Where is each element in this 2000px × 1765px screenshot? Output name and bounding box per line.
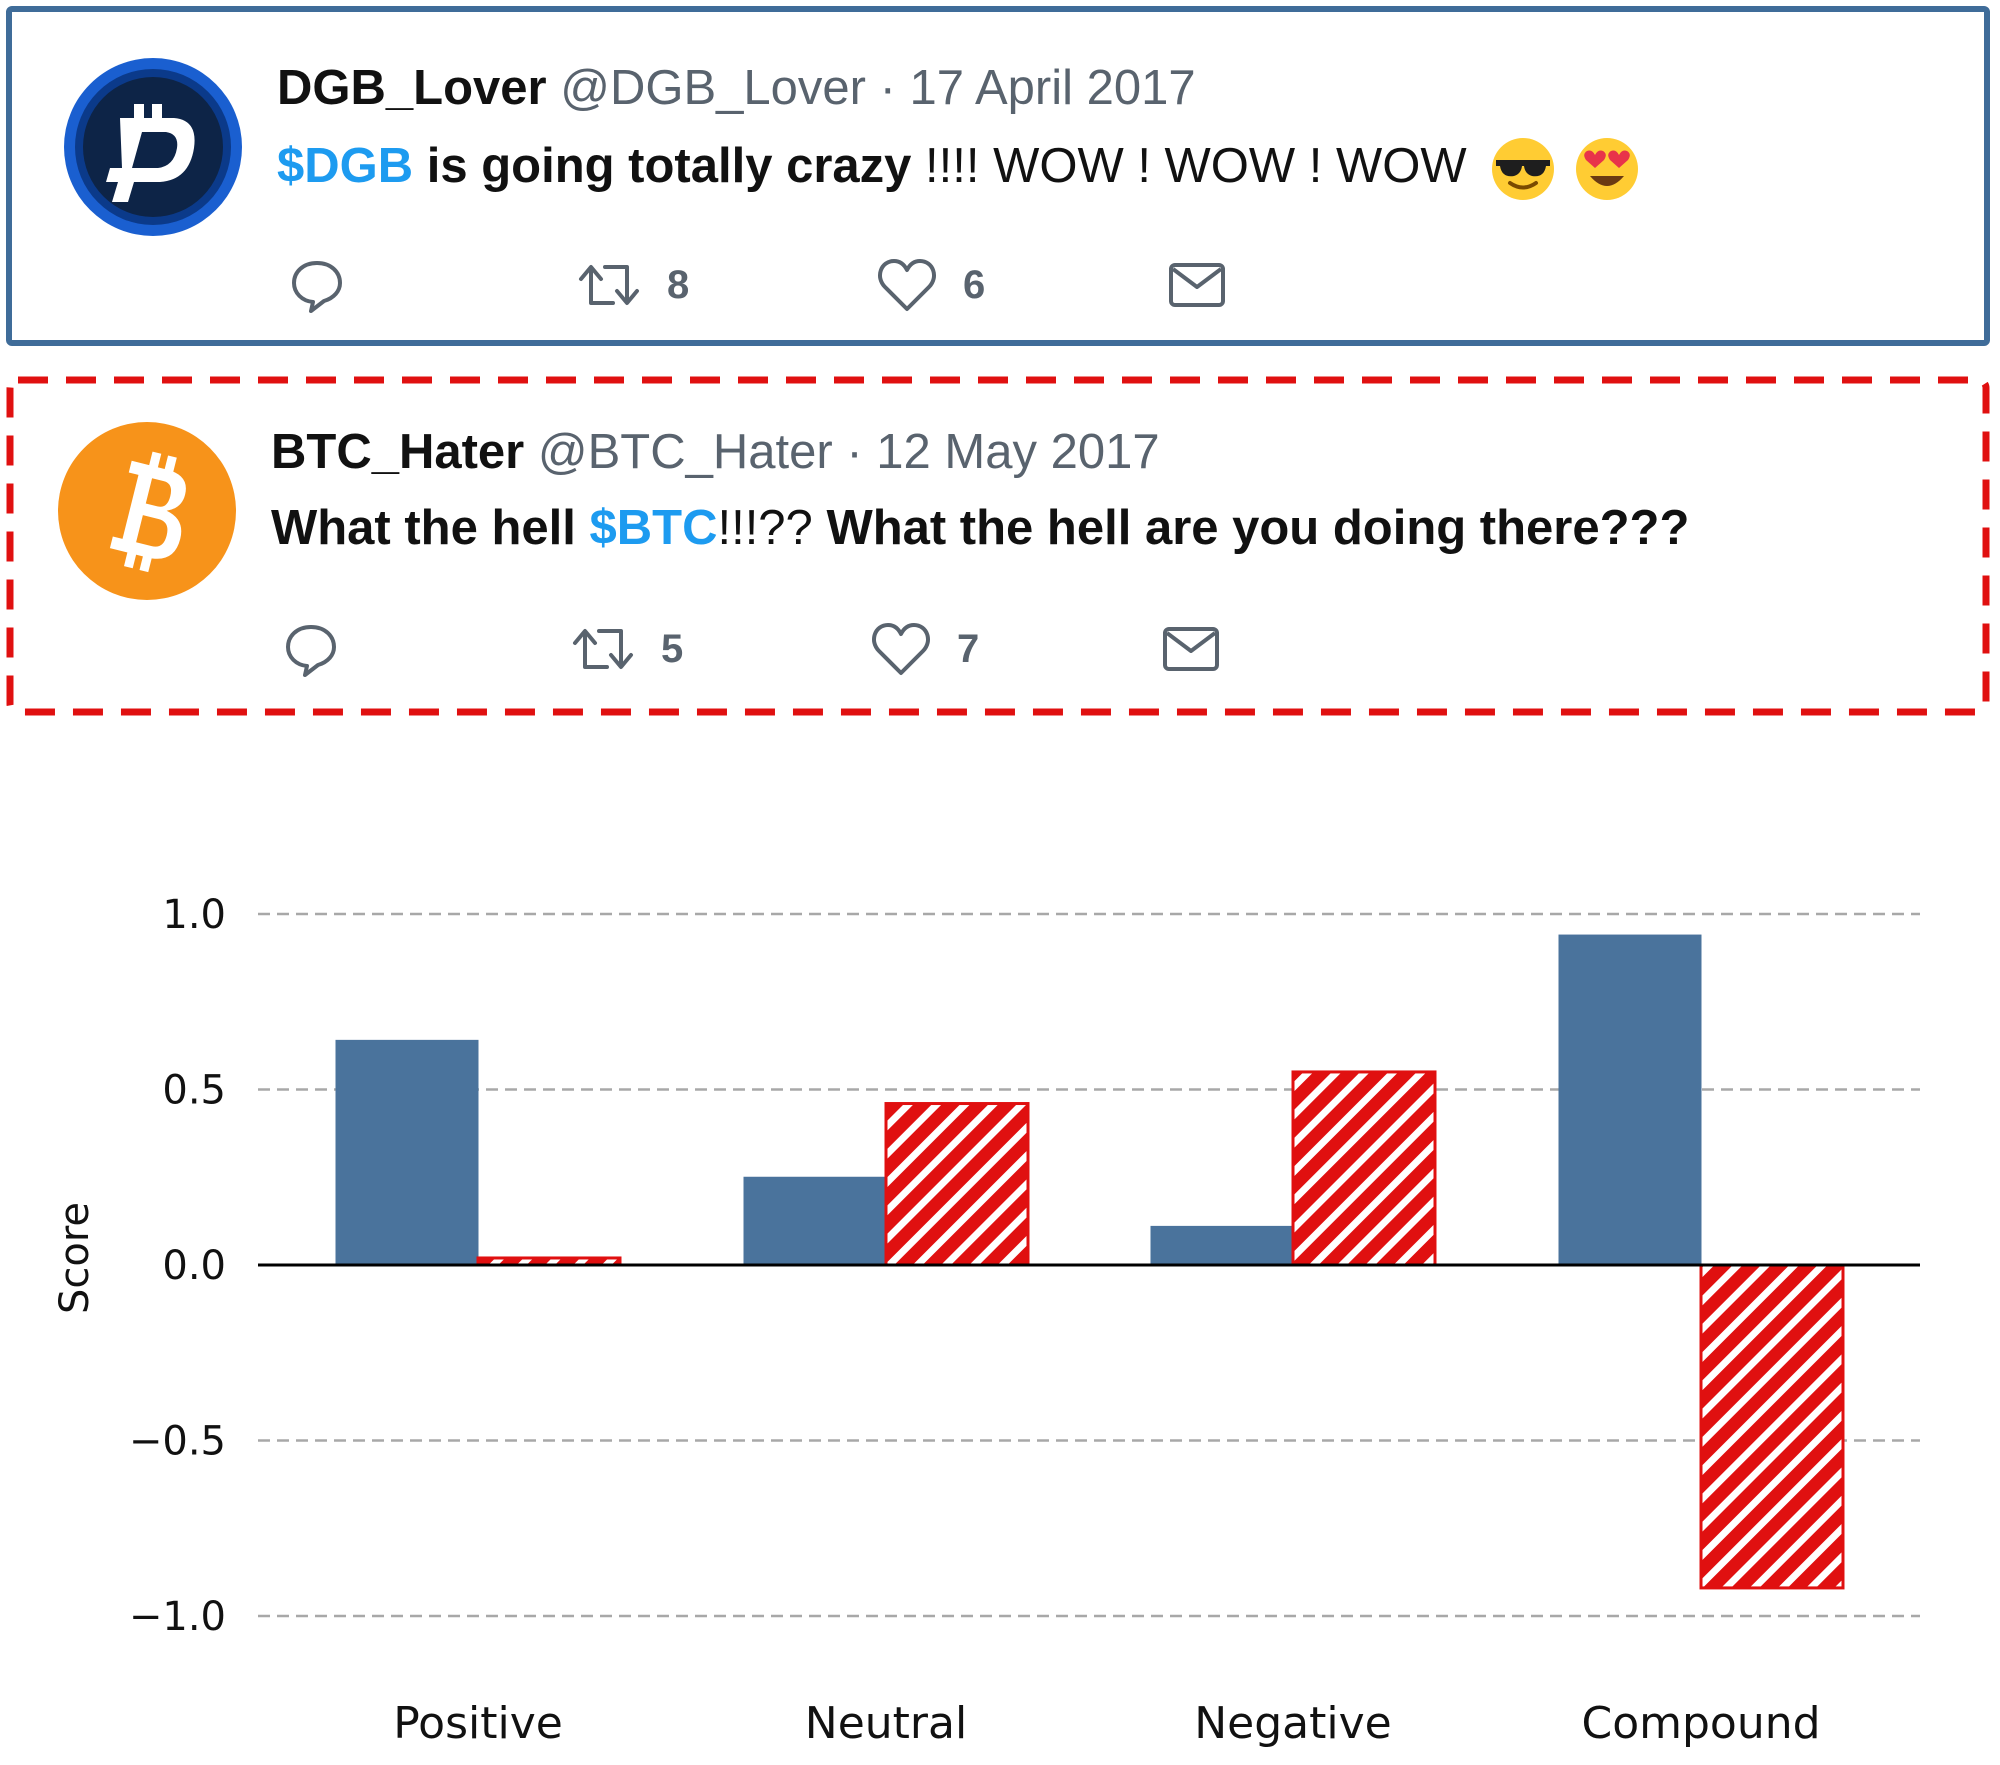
- tweet-actions: 5 7: [271, 614, 1271, 684]
- x-tick-label: Negative: [1194, 1698, 1391, 1749]
- retweet-count: 5: [661, 626, 684, 671]
- like-count: 6: [963, 262, 986, 307]
- envelope-icon: [1169, 263, 1225, 307]
- tweet-text: $DGB is going totally crazy !!!! WOW ! W…: [277, 136, 1640, 202]
- reply-icon: [286, 625, 336, 677]
- bar-neutral-series2: [884, 1102, 1030, 1267]
- reply-button[interactable]: [283, 614, 339, 684]
- retweet-icon: [573, 629, 633, 669]
- bar-compound-series1: [1558, 934, 1702, 1266]
- reply-button[interactable]: [289, 250, 345, 320]
- tweet-header: DGB_Lover @DGB_Lover · 17 April 2017: [277, 60, 1196, 116]
- bar-negative-series2: [1291, 1070, 1437, 1267]
- retweet-button[interactable]: 5: [571, 614, 683, 684]
- message-button[interactable]: [1167, 250, 1227, 320]
- like-count: 7: [957, 626, 980, 671]
- tweet-text-bold: is going totally crazy: [413, 138, 912, 193]
- tweet-text-plain: !!!! WOW ! WOW ! WOW: [911, 138, 1467, 193]
- retweet-button[interactable]: 8: [577, 250, 689, 320]
- envelope-icon: [1163, 627, 1219, 671]
- y-tick-label: 0.0: [162, 1243, 226, 1289]
- dashed-border: [6, 376, 1990, 716]
- y-tick-label: 1.0: [162, 892, 226, 938]
- digibyte-avatar-icon[interactable]: [62, 56, 244, 238]
- y-tick-label: −1.0: [129, 1594, 226, 1640]
- message-button[interactable]: [1161, 614, 1221, 684]
- heart-icon: [878, 259, 936, 311]
- y-axis-label: Score: [52, 1202, 98, 1314]
- bar-positive-series1: [335, 1039, 479, 1266]
- y-tick-label: −0.5: [129, 1419, 226, 1465]
- bars: [335, 934, 1845, 1590]
- heart-eyes-emoji-icon: [1575, 138, 1638, 200]
- user-name[interactable]: DGB_Lover: [277, 61, 547, 115]
- like-button[interactable]: 7: [871, 614, 979, 684]
- tweet-header: BTC_Hater @BTC_Hater · 12 May 2017: [271, 424, 1160, 480]
- bar-compound-series2: [1699, 1263, 1845, 1590]
- bar-negative-series1: [1150, 1225, 1294, 1266]
- x-tick-label: Neutral: [805, 1698, 967, 1749]
- tweet-text-bold-2: What the hell are you doing there???: [812, 501, 1690, 555]
- user-name[interactable]: BTC_Hater: [271, 425, 525, 479]
- bitcoin-avatar-icon[interactable]: [56, 420, 238, 602]
- y-tick-label: 0.5: [162, 1068, 226, 1114]
- tweet-date[interactable]: 17 April 2017: [909, 61, 1196, 115]
- tweet-card-dgb[interactable]: DGB_Lover @DGB_Lover · 17 April 2017 $DG…: [6, 6, 1990, 346]
- retweet-icon: [579, 265, 639, 305]
- heart-icon: [872, 623, 930, 675]
- tweet-actions: 8 6: [277, 250, 1277, 320]
- cashtag-link[interactable]: $BTC: [589, 501, 718, 555]
- separator: ·: [846, 425, 863, 479]
- tweet-text-plain: !!!??: [717, 501, 813, 555]
- cashtag-link[interactable]: $DGB: [277, 138, 414, 193]
- tweet-text: What the hell $BTC!!!?? What the hell ar…: [271, 500, 1689, 556]
- reply-icon: [292, 261, 342, 313]
- bar-neutral-series1: [743, 1176, 887, 1266]
- x-tick-label: Compound: [1581, 1698, 1820, 1749]
- sentiment-bar-chart: 1.0 0.5 0.0 −0.5 −1.0 Positive Neutral Negative…: [52, 892, 1920, 1749]
- x-tick-label: Positive: [393, 1698, 563, 1749]
- retweet-count: 8: [667, 262, 690, 307]
- user-handle[interactable]: @DGB_Lover: [560, 61, 866, 115]
- sunglasses-emoji-icon: [1492, 138, 1555, 200]
- like-button[interactable]: 6: [877, 250, 985, 320]
- tweet-card-btc[interactable]: BTC_Hater @BTC_Hater · 12 May 2017 What …: [6, 376, 1990, 716]
- user-handle[interactable]: @BTC_Hater: [537, 425, 833, 479]
- axes: 1.0 0.5 0.0 −0.5 −1.0 Positive Neutral Negative…: [129, 892, 1920, 1749]
- tweet-text-bold: What the hell: [271, 501, 590, 555]
- separator: ·: [879, 61, 896, 115]
- grid-lines: [258, 912, 1920, 1618]
- tweet-date[interactable]: 12 May 2017: [876, 425, 1160, 479]
